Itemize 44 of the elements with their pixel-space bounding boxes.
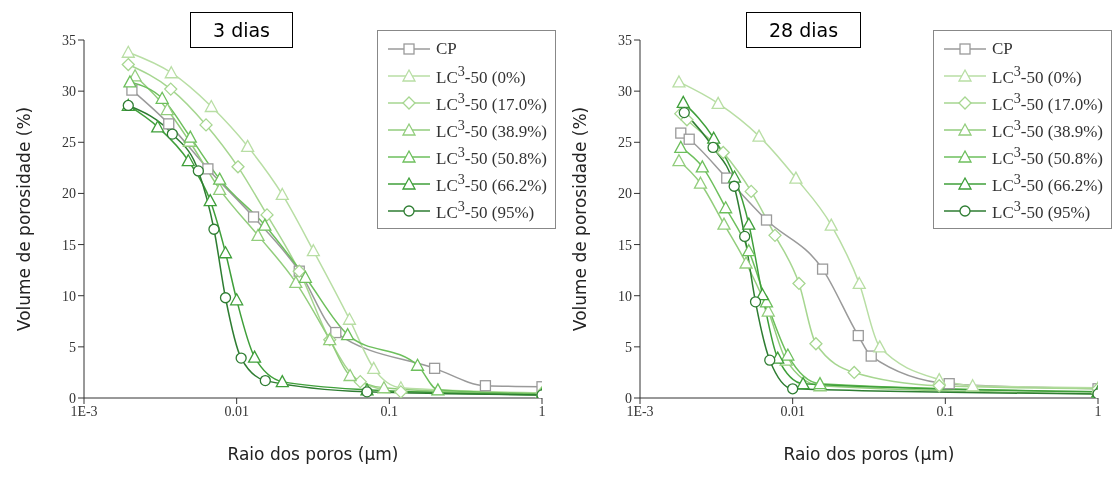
y-axis-title: Volume de porosidade (%) <box>570 106 591 332</box>
y-tick-label: 30 <box>62 84 76 100</box>
y-tick-label: 20 <box>618 186 632 202</box>
y-tick-label: 0 <box>625 390 632 406</box>
legend-label: CP <box>992 38 1013 59</box>
legend-label: LC$^{3}$-50 (0%) <box>436 63 526 88</box>
x-tick-label: 1 <box>1094 403 1102 419</box>
legend-label: LC$^{3}$-50 (95%) <box>436 198 535 223</box>
x-tick-label: 1 <box>538 403 546 419</box>
x-tick-label: 1E-3 <box>626 403 654 419</box>
legend-label: LC$^{3}$-50 (17.0%) <box>992 90 1103 115</box>
legend-label: LC$^{3}$-50 (38.9%) <box>436 117 547 142</box>
y-tick-label: 25 <box>62 135 76 151</box>
y-tick-label: 15 <box>618 237 632 253</box>
y-tick-label: 35 <box>618 32 632 48</box>
y-tick-label: 35 <box>62 32 76 48</box>
chart-title: 28 dias <box>746 12 862 48</box>
legend-label: LC$^{3}$-50 (38.9%) <box>992 117 1103 142</box>
x-axis-title: Raio dos poros (μm) <box>783 444 955 464</box>
y-tick-label: 5 <box>69 339 76 355</box>
y-axis-title: Volume de porosidade (%) <box>14 106 35 332</box>
y-tick-label: 10 <box>618 288 632 304</box>
y-tick-label: 0 <box>69 390 76 406</box>
legend-label: LC$^{3}$-50 (0%) <box>992 63 1082 88</box>
legend-label: LC$^{3}$-50 (50.8%) <box>436 144 547 169</box>
x-axis-title: Raio dos poros (μm) <box>227 444 399 464</box>
x-tick-label: 0.1 <box>380 403 399 419</box>
legend-label: CP <box>436 38 457 59</box>
x-tick-label: 0.01 <box>780 403 805 419</box>
legend-label: LC$^{3}$-50 (50.8%) <box>992 144 1103 169</box>
x-tick-label: 0.01 <box>224 403 249 419</box>
legend-label: LC$^{3}$-50 (66.2%) <box>992 171 1103 196</box>
y-tick-label: 30 <box>618 84 632 100</box>
y-tick-label: 5 <box>625 339 632 355</box>
legend-label: LC$^{3}$-50 (66.2%) <box>436 171 547 196</box>
y-tick-label: 15 <box>62 237 76 253</box>
x-tick-label: 0.1 <box>936 403 955 419</box>
y-tick-label: 20 <box>62 186 76 202</box>
y-tick-label: 10 <box>62 288 76 304</box>
y-tick-label: 25 <box>618 135 632 151</box>
x-tick-label: 1E-3 <box>70 403 98 419</box>
legend-label: LC$^{3}$-50 (17.0%) <box>436 90 547 115</box>
legend-label: LC$^{3}$-50 (95%) <box>992 198 1091 223</box>
chart-title: 3 dias <box>190 12 294 48</box>
